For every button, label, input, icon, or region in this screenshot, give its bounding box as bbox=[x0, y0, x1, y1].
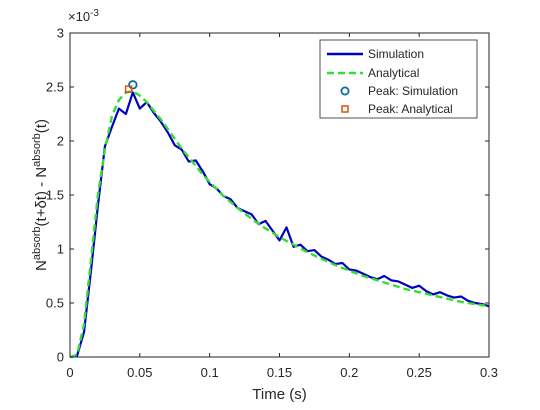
y-axis-exponent: ×10-3 bbox=[68, 8, 99, 24]
x-tick-label: 0.25 bbox=[407, 365, 432, 380]
x-tick-label: 0.3 bbox=[480, 365, 498, 380]
y-label-end: (t) bbox=[33, 119, 50, 133]
x-axis-label: Time (s) bbox=[252, 386, 306, 403]
series-line-analytical bbox=[69, 90, 490, 359]
x-tick-label: 0.2 bbox=[340, 365, 358, 380]
legend-marker-peak-simulation bbox=[340, 86, 350, 96]
y-label-base: N bbox=[33, 260, 50, 271]
y-tick-label: 1.5 bbox=[46, 188, 64, 203]
legend-label-peak-analytical: Peak: Analytical bbox=[368, 102, 453, 116]
y-exponent-base: ×10 bbox=[68, 9, 90, 24]
x-tick-label: 0.1 bbox=[201, 365, 219, 380]
y-axis-label: Nabsorb(t+δt) - Nabsorb(t) bbox=[31, 119, 50, 271]
y-tick-label: 3 bbox=[57, 26, 64, 41]
y-exponent-power: -3 bbox=[90, 8, 99, 19]
legend-label-peak-simulation: Peak: Simulation bbox=[368, 84, 458, 98]
y-tick-label: 0.5 bbox=[46, 296, 64, 311]
peak-marker-analytical bbox=[124, 85, 133, 93]
y-tick-label: 0 bbox=[57, 350, 64, 365]
y-label-sup2: absorb bbox=[31, 133, 43, 167]
x-tick-label: 0.15 bbox=[267, 365, 292, 380]
y-tick-label: 2 bbox=[57, 134, 64, 149]
y-label-sup1: absorb bbox=[31, 226, 43, 260]
legend-marker-peak-analytical bbox=[341, 105, 349, 113]
x-axis-ticks: 0 0.05 0.1 0.15 0.2 0.25 0.3 bbox=[66, 33, 498, 380]
peak-marker-simulation bbox=[128, 80, 138, 90]
series-layer bbox=[69, 80, 490, 359]
y-label-mid: (t+δt) - N bbox=[33, 167, 50, 227]
legend-label-simulation: Simulation bbox=[368, 47, 424, 61]
legend-label-analytical: Analytical bbox=[368, 66, 419, 80]
y-axis-ticks: 0 0.5 1 1.5 2 2.5 3 bbox=[46, 26, 489, 365]
x-tick-label: 0 bbox=[66, 365, 73, 380]
legend: Simulation Analytical Peak: Simulation P… bbox=[319, 39, 478, 119]
y-tick-label: 1 bbox=[57, 242, 64, 257]
x-tick-label: 0.05 bbox=[127, 365, 152, 380]
y-tick-label: 2.5 bbox=[46, 80, 64, 95]
series-line-simulation bbox=[69, 91, 490, 359]
